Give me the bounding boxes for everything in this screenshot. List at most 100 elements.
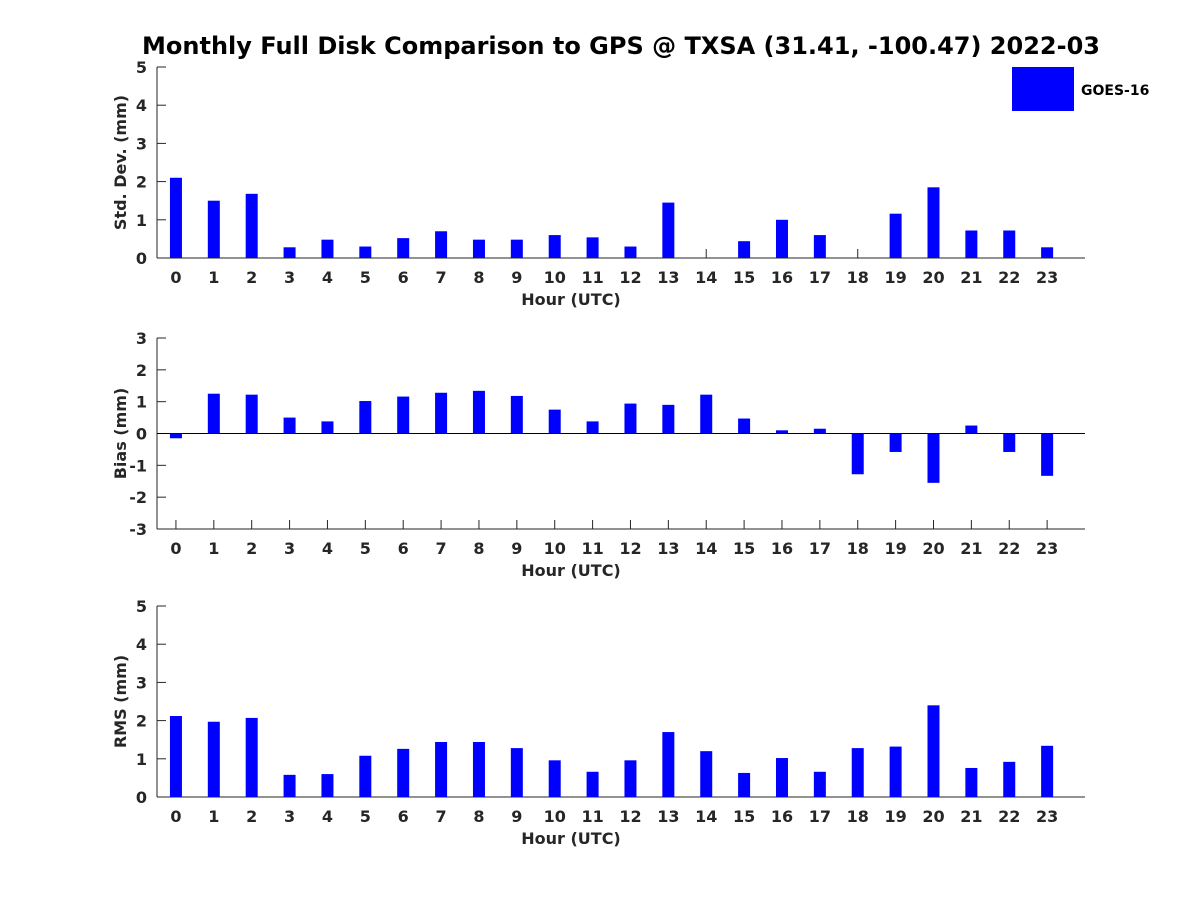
y-tick-label: -3: [129, 520, 147, 539]
x-tick-label: 12: [619, 807, 641, 826]
x-tick-label: 16: [771, 268, 793, 287]
bar-hour-20: [927, 705, 940, 797]
bar-hour-10: [548, 235, 561, 258]
bar-hour-2: [245, 394, 258, 434]
bar-hour-4: [321, 774, 334, 797]
x-tick-label: 5: [360, 807, 371, 826]
bar-hour-19: [889, 746, 902, 797]
x-tick-label: 11: [581, 807, 603, 826]
x-tick-label: 21: [960, 539, 982, 558]
x-tick-label: 9: [511, 268, 522, 287]
bar-hour-19: [889, 433, 902, 452]
x-axis-label: Hour (UTC): [521, 290, 621, 309]
x-tick-label: 13: [657, 268, 679, 287]
x-tick-label: 10: [544, 807, 566, 826]
x-tick-label: 14: [695, 539, 717, 558]
legend: GOES-16: [1012, 67, 1149, 111]
x-tick-label: 9: [511, 807, 522, 826]
x-tick-label: 23: [1036, 539, 1058, 558]
bar-hour-9: [510, 239, 523, 258]
bar-hour-7: [435, 741, 448, 797]
bar-hour-15: [738, 418, 751, 434]
bar-hour-1: [207, 200, 220, 258]
bar-hour-8: [472, 741, 485, 797]
x-tick-label: 22: [998, 268, 1020, 287]
bar-hour-11: [586, 421, 599, 434]
x-tick-label: 6: [398, 268, 409, 287]
x-tick-label: 8: [473, 268, 484, 287]
y-tick-label: 5: [136, 58, 147, 77]
x-tick-label: 21: [960, 268, 982, 287]
x-tick-label: 7: [436, 807, 447, 826]
x-tick-label: 15: [733, 807, 755, 826]
bar-hour-17: [813, 428, 826, 434]
legend-label: GOES-16: [1081, 83, 1149, 99]
y-tick-label: 3: [136, 673, 147, 692]
y-axis-label: Std. Dev. (mm): [111, 95, 130, 230]
x-tick-label: 14: [695, 807, 717, 826]
bar-hour-22: [1003, 230, 1016, 258]
x-tick-label: 8: [473, 807, 484, 826]
bar-hour-15: [738, 241, 751, 258]
bar-hour-18: [851, 748, 864, 797]
bar-hour-21: [965, 230, 978, 258]
x-tick-label: 12: [619, 268, 641, 287]
bar-hour-14: [700, 394, 713, 434]
x-tick-label: 19: [884, 807, 906, 826]
x-tick-label: 1: [208, 539, 219, 558]
bar-hour-20: [927, 187, 940, 258]
x-tick-label: 18: [847, 539, 869, 558]
bar-hour-8: [472, 239, 485, 258]
bar-hour-6: [397, 396, 410, 434]
bar-hour-15: [738, 772, 751, 797]
y-tick-label: 4: [136, 96, 147, 115]
bar-hour-23: [1041, 745, 1054, 797]
bar-hour-8: [472, 390, 485, 434]
y-tick-label: -1: [129, 456, 147, 475]
x-tick-label: 17: [809, 807, 831, 826]
bar-hour-16: [775, 219, 788, 258]
bar-hour-12: [624, 760, 637, 797]
y-tick-label: 2: [136, 173, 147, 192]
y-axis-label: Bias (mm): [111, 388, 130, 480]
x-tick-label: 14: [695, 268, 717, 287]
x-axis-label: Hour (UTC): [521, 829, 621, 848]
x-tick-label: 6: [398, 807, 409, 826]
y-tick-label: 4: [136, 635, 147, 654]
x-tick-label: 15: [733, 539, 755, 558]
x-tick-label: 23: [1036, 807, 1058, 826]
x-tick-label: 4: [322, 268, 333, 287]
y-tick-label: 0: [136, 249, 147, 268]
x-tick-label: 12: [619, 539, 641, 558]
x-tick-label: 21: [960, 807, 982, 826]
bar-hour-16: [775, 758, 788, 797]
x-tick-label: 8: [473, 539, 484, 558]
y-tick-label: 0: [136, 425, 147, 444]
bar-hour-4: [321, 421, 334, 434]
bar-hour-0: [169, 433, 182, 439]
y-axis-label: RMS (mm): [111, 655, 130, 748]
x-tick-label: 23: [1036, 268, 1058, 287]
bar-hour-5: [359, 246, 372, 258]
x-tick-label: 19: [884, 539, 906, 558]
x-tick-label: 0: [170, 268, 181, 287]
x-tick-label: 10: [544, 268, 566, 287]
x-tick-label: 13: [657, 539, 679, 558]
bar-hour-2: [245, 193, 258, 258]
bar-hour-10: [548, 760, 561, 797]
x-tick-label: 22: [998, 807, 1020, 826]
bar-hour-22: [1003, 761, 1016, 797]
x-tick-label: 18: [847, 268, 869, 287]
bar-hour-23: [1041, 247, 1054, 258]
y-tick-label: 1: [136, 211, 147, 230]
x-tick-label: 9: [511, 539, 522, 558]
bar-hour-17: [813, 771, 826, 797]
bar-hour-4: [321, 239, 334, 258]
x-tick-label: 6: [398, 539, 409, 558]
bar-hour-13: [662, 202, 675, 258]
x-tick-label: 3: [284, 268, 295, 287]
